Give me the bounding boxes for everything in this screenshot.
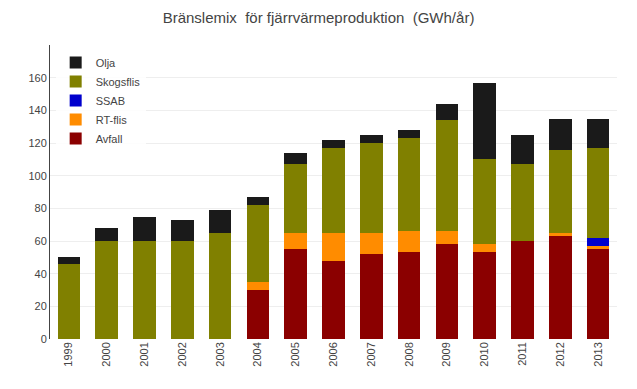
- svg-text:40: 40: [35, 268, 47, 280]
- svg-text:120: 120: [28, 137, 46, 149]
- svg-text:160: 160: [28, 72, 46, 84]
- svg-text:2012: 2012: [554, 342, 566, 366]
- svg-text:20: 20: [35, 300, 47, 312]
- svg-text:1999: 1999: [62, 342, 74, 366]
- svg-text:Bränslemix för fjärrvärmeprod: Bränslemix för fjärrvärmeproduktion (GWh…: [163, 9, 475, 26]
- svg-text:2001: 2001: [138, 342, 150, 366]
- svg-text:2004: 2004: [251, 342, 263, 366]
- svg-text:2006: 2006: [327, 342, 339, 366]
- svg-text:Avfall: Avfall: [96, 133, 123, 145]
- svg-text:2010: 2010: [478, 342, 490, 366]
- svg-text:80: 80: [35, 202, 47, 214]
- svg-text:2000: 2000: [100, 342, 112, 366]
- svg-text:2005: 2005: [289, 342, 301, 366]
- svg-text:0: 0: [41, 333, 47, 345]
- svg-text:60: 60: [35, 235, 47, 247]
- svg-text:2009: 2009: [440, 342, 452, 366]
- svg-text:140: 140: [28, 104, 46, 116]
- svg-text:2008: 2008: [403, 342, 415, 366]
- svg-text:2011: 2011: [516, 342, 528, 366]
- svg-text:100: 100: [28, 170, 46, 182]
- svg-text:2002: 2002: [176, 342, 188, 366]
- svg-text:2007: 2007: [365, 342, 377, 366]
- svg-text:SSAB: SSAB: [96, 95, 125, 107]
- svg-text:Olja: Olja: [96, 57, 116, 69]
- svg-text:2013: 2013: [592, 342, 604, 366]
- svg-text:RT-flis: RT-flis: [96, 114, 127, 126]
- svg-text:2003: 2003: [214, 342, 226, 366]
- svg-text:Skogsflis: Skogsflis: [96, 76, 141, 88]
